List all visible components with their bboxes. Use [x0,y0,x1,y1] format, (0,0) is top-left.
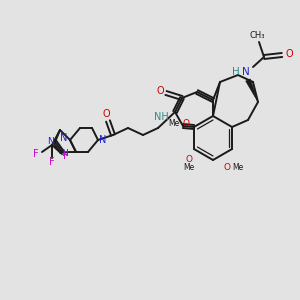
Text: N: N [46,137,53,146]
Text: O: O [102,109,110,119]
Text: H: H [232,67,240,77]
Text: Me: Me [183,164,195,172]
Text: Me: Me [232,164,244,172]
Text: O: O [224,164,230,172]
Text: CH₃: CH₃ [249,31,265,40]
Text: O: O [185,154,192,164]
Text: N: N [60,133,68,143]
Text: Me: Me [168,119,180,128]
Text: F: F [33,149,39,159]
Text: N: N [61,149,68,158]
Text: O: O [156,86,164,96]
Text: O: O [182,119,189,128]
Text: N: N [99,135,107,145]
Polygon shape [246,79,258,102]
Text: NH: NH [154,112,168,122]
Text: N: N [242,67,250,77]
Text: F: F [49,157,55,167]
Text: O: O [285,49,293,59]
Text: F: F [63,151,69,161]
